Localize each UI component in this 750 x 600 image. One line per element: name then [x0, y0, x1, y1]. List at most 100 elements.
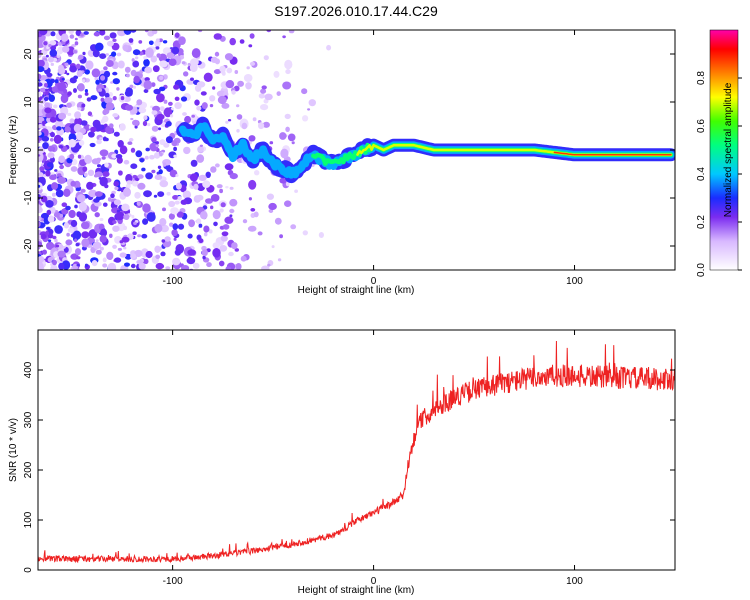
speckle-blob — [158, 127, 162, 131]
speckle-blob — [236, 104, 240, 108]
speckle-blob — [130, 147, 136, 153]
x-tick-label: 100 — [566, 576, 583, 587]
speckle-blob — [221, 71, 226, 76]
speckle-blob — [125, 30, 129, 35]
speckle-blob — [173, 154, 178, 158]
speckle-blob — [144, 77, 150, 82]
speckle-blob — [107, 197, 112, 202]
speckle-blob — [215, 163, 220, 168]
speckle-blob — [214, 51, 220, 57]
speckle-blob — [69, 77, 77, 84]
speckle-blob — [266, 30, 272, 33]
speckle-blob — [172, 257, 181, 266]
speckle-blob — [51, 192, 56, 197]
speckle-blob — [150, 55, 158, 63]
speckle-blob — [216, 184, 223, 189]
speckle-blob — [121, 203, 130, 212]
speckle-blob — [290, 224, 297, 230]
speckle-blob — [91, 158, 101, 165]
speckle-blob — [113, 199, 121, 206]
speckle-blob — [173, 84, 180, 90]
speckle-blob — [104, 184, 109, 189]
speckle-blob — [50, 156, 55, 163]
speckle-blob — [38, 172, 44, 178]
speckle-blob — [132, 231, 137, 235]
speckle-blob — [113, 181, 119, 187]
speckle-blob — [77, 154, 82, 159]
speckle-blob — [155, 262, 164, 270]
colorbar-scale — [709, 29, 739, 271]
speckle-blob — [99, 246, 104, 251]
speckle-blob — [105, 102, 115, 111]
speckle-blob — [111, 42, 120, 51]
speckle-blob — [38, 131, 42, 136]
speckle-blob — [161, 239, 166, 243]
speckle-blob — [263, 98, 269, 104]
speckle-blob — [129, 84, 134, 89]
speckle-blob — [54, 225, 63, 234]
speckle-blob — [155, 144, 159, 148]
speckle-blob — [99, 30, 106, 36]
speckle-blob — [158, 169, 163, 175]
speckle-blob — [112, 78, 121, 85]
speckle-blob — [38, 245, 41, 250]
speckle-blob — [168, 101, 173, 106]
speckle-blob — [160, 251, 166, 257]
speckle-blob — [137, 182, 146, 190]
y-tick-label: 100 — [23, 511, 34, 528]
speckle-blob — [59, 213, 64, 218]
speckle-blob — [213, 221, 218, 227]
speckle-blob — [75, 30, 82, 36]
speckle-blob — [225, 120, 229, 124]
speckle-blob — [58, 112, 67, 120]
speckle-blob — [284, 113, 291, 120]
speckle-blob — [269, 141, 274, 145]
speckle-blob — [143, 80, 153, 90]
speckle-blob — [285, 181, 290, 187]
speckle-blob — [248, 197, 252, 201]
speckle-blob — [124, 89, 133, 97]
spectrogram-speckle-layer — [38, 30, 332, 270]
speckle-blob — [217, 95, 227, 105]
speckle-blob — [91, 260, 98, 267]
speckle-blob — [153, 152, 161, 159]
speckle-blob — [171, 229, 178, 237]
speckle-blob — [156, 53, 161, 58]
speckle-blob — [258, 122, 265, 130]
speckle-blob — [54, 238, 58, 243]
speckle-blob — [81, 103, 86, 108]
speckle-blob — [76, 132, 84, 141]
speckle-blob — [135, 56, 139, 60]
speckle-blob — [189, 173, 198, 182]
speckle-blob — [102, 171, 110, 178]
speckle-blob — [74, 41, 79, 46]
speckle-blob — [100, 75, 106, 81]
speckle-blob — [163, 142, 170, 148]
speckle-blob — [175, 174, 179, 177]
speckle-blob — [38, 59, 45, 68]
speckle-blob — [164, 236, 171, 242]
colorbar-tick-label: 0.8 — [696, 71, 707, 85]
speckle-blob — [102, 115, 109, 123]
speckle-blob — [282, 81, 292, 90]
speckle-blob — [104, 92, 110, 99]
speckle-blob — [184, 115, 192, 124]
speckle-blob — [58, 155, 66, 163]
speckle-blob — [190, 77, 194, 81]
speckle-blob — [213, 33, 222, 40]
chart-title: S197.2026.010.17.44.C29 — [274, 3, 438, 19]
colorbar: 0.0 0.2 0.4 0.6 0.8 Normalized spectral ampl… — [696, 29, 742, 277]
speckle-blob — [196, 218, 202, 224]
speckle-blob — [68, 138, 77, 148]
speckle-blob — [60, 94, 69, 104]
speckle-blob — [146, 212, 156, 222]
speckle-blob — [212, 210, 221, 220]
speckle-blob — [41, 195, 48, 203]
speckle-blob — [84, 69, 90, 75]
x-tick-label: -100 — [163, 276, 183, 287]
speckle-blob — [221, 102, 230, 109]
speckle-blob — [38, 182, 43, 191]
speckle-blob — [79, 33, 84, 37]
speckle-blob — [150, 105, 154, 109]
speckle-blob — [73, 123, 82, 133]
